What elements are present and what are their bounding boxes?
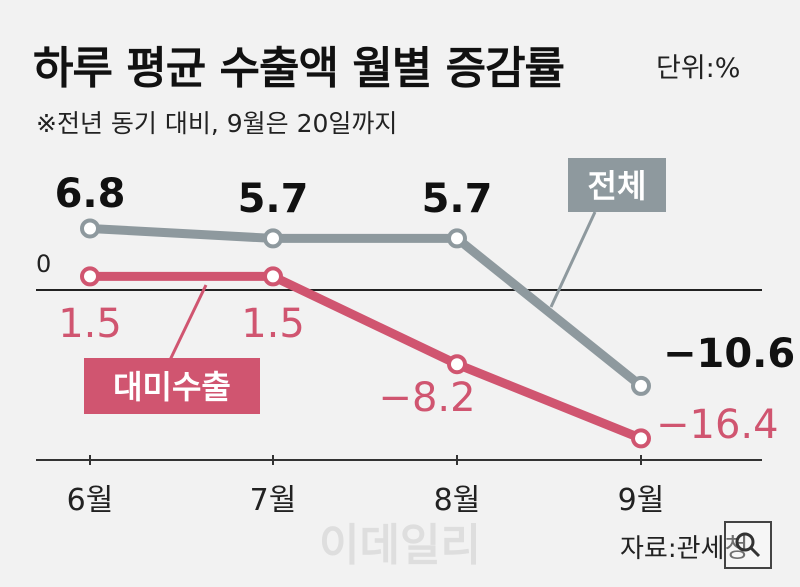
us-series-line: [85, 271, 646, 443]
total-series-point: [80, 218, 100, 239]
watermark: 이데일리: [319, 520, 481, 571]
us-data-label: 1.5: [58, 301, 122, 347]
us-series-point: [80, 266, 100, 287]
x-tick-label: 6월: [67, 483, 114, 518]
total-data-label: 6.8: [55, 171, 126, 217]
us-series-point: [263, 266, 283, 287]
magnifier-icon: [735, 532, 761, 558]
x-tick-label: 8월: [434, 483, 481, 518]
us-data-label: −8.2: [378, 375, 475, 421]
total-callout-box: [568, 158, 666, 212]
x-tick-label: 9월: [618, 483, 665, 518]
chart-title: 하루 평균 수출액 월별 증감률: [33, 43, 565, 94]
us-callout-box: [84, 358, 260, 414]
us-data-label: 1.5: [241, 301, 305, 347]
us-callout-leader: [168, 284, 208, 361]
chart-note: ※전년 동기 대비, 9월은 20일까지: [36, 109, 398, 138]
us-data-label: −16.4: [656, 402, 779, 448]
unit-label: 단위:%: [656, 53, 741, 84]
total-data-label: −10.6: [663, 331, 795, 377]
total-callout-leader: [549, 211, 597, 308]
us-series-point: [447, 354, 467, 375]
us-callout-text: 대미수출: [113, 368, 231, 406]
x-tick-label: 7월: [250, 483, 297, 518]
total-series-point: [263, 228, 283, 249]
zoom-button[interactable]: [724, 521, 772, 569]
total-series-point: [631, 375, 651, 396]
total-callout-text: 전체: [588, 167, 647, 205]
zero-label: 0: [36, 250, 51, 278]
total-data-label: 5.7: [422, 176, 493, 222]
us-series-point: [631, 428, 651, 449]
source-label: 자료:관세청: [620, 534, 749, 564]
total-series-point: [447, 228, 467, 249]
total-data-label: 5.7: [238, 176, 309, 222]
total-series-line: [85, 223, 646, 391]
